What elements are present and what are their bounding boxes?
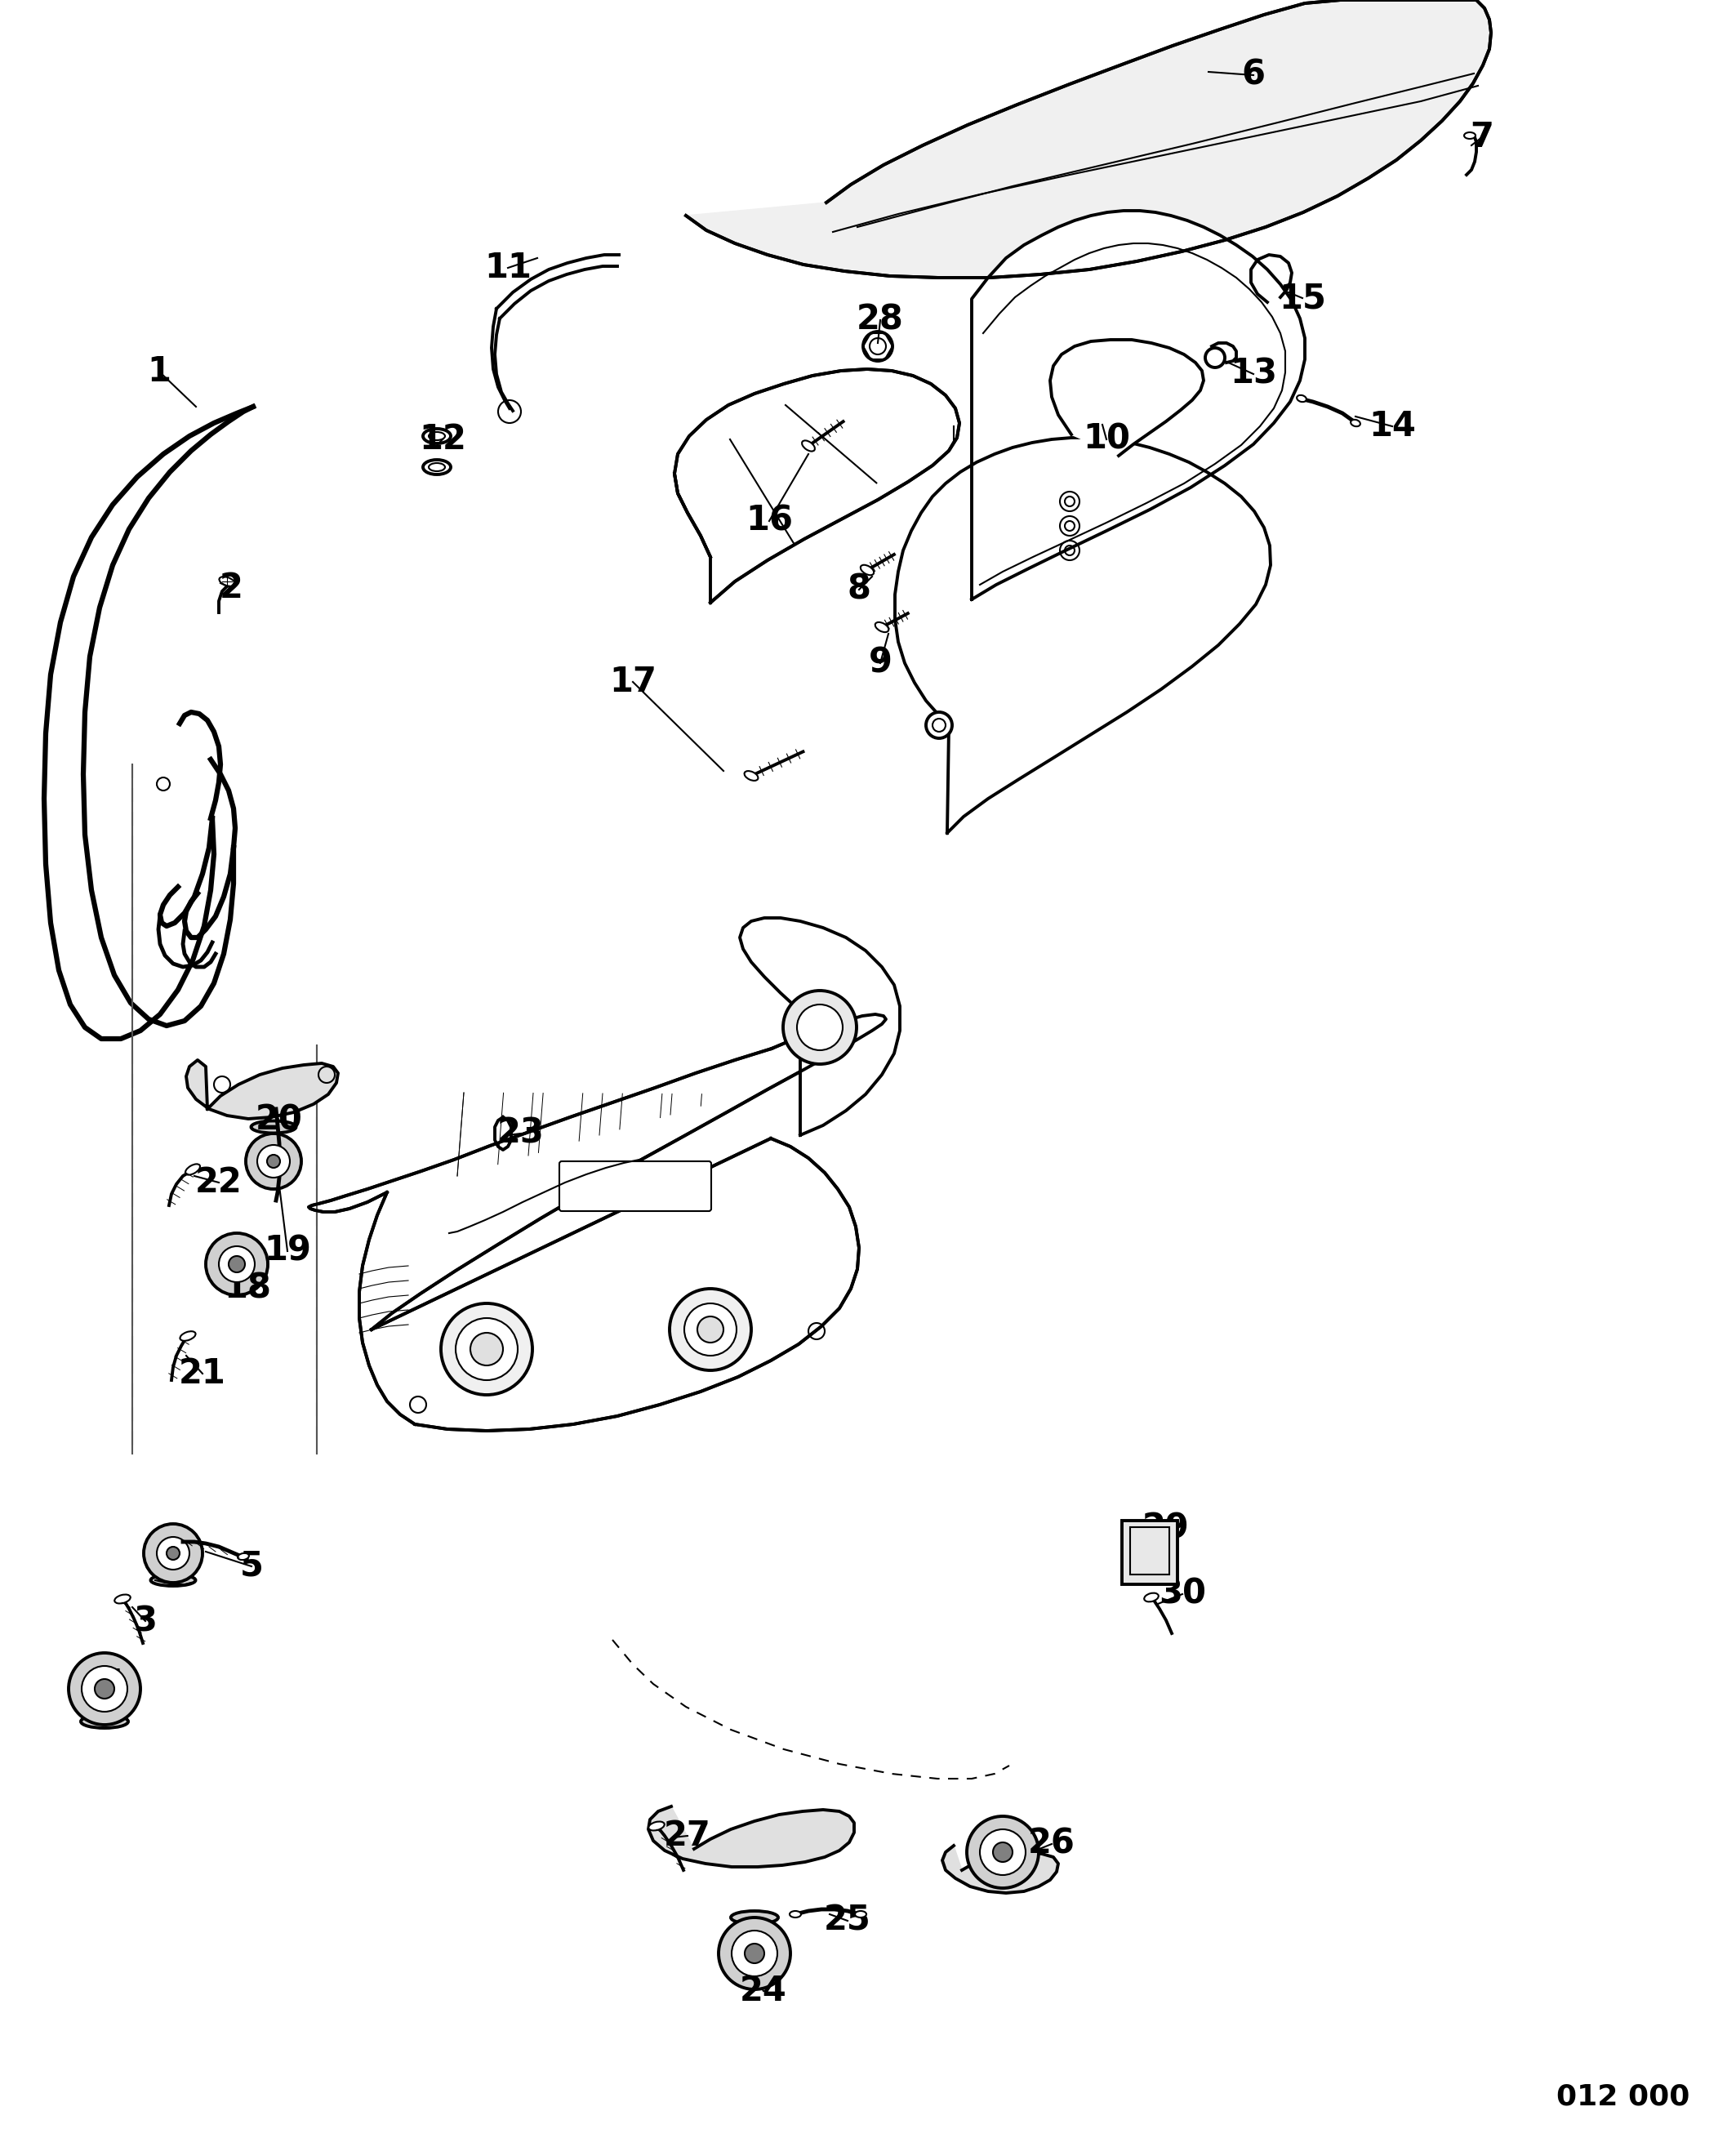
Polygon shape [740,917,899,1135]
Polygon shape [495,1118,510,1150]
Ellipse shape [854,1911,866,1918]
Text: 16: 16 [745,505,793,539]
Ellipse shape [861,564,873,575]
Text: 28: 28 [856,304,904,338]
Circle shape [69,1653,141,1725]
Polygon shape [675,370,960,603]
Text: 21: 21 [179,1355,226,1390]
Ellipse shape [875,622,889,633]
Ellipse shape [115,1595,130,1604]
Text: 27: 27 [663,1819,712,1854]
Ellipse shape [1144,1593,1158,1601]
Ellipse shape [731,1911,778,1924]
Circle shape [441,1304,533,1394]
Polygon shape [186,1060,339,1118]
Circle shape [863,331,892,361]
Ellipse shape [745,772,759,780]
Ellipse shape [186,1163,200,1176]
Circle shape [719,1918,790,1988]
Text: 26: 26 [1028,1826,1075,1862]
Polygon shape [309,1013,885,1430]
Ellipse shape [181,1332,196,1341]
Circle shape [229,1255,245,1272]
Ellipse shape [252,1120,297,1133]
Text: 6: 6 [1241,58,1266,92]
Circle shape [925,712,951,738]
Text: 29: 29 [1142,1512,1189,1546]
Circle shape [470,1332,503,1366]
Circle shape [95,1678,115,1698]
Text: 2: 2 [219,571,243,605]
Text: 14: 14 [1368,408,1417,443]
Polygon shape [896,438,1271,834]
Ellipse shape [802,440,814,451]
Text: 18: 18 [224,1272,271,1306]
Text: 15: 15 [1279,280,1326,314]
Ellipse shape [219,577,234,586]
Text: 23: 23 [496,1116,545,1150]
Circle shape [247,1133,302,1189]
Circle shape [979,1830,1026,1875]
Circle shape [267,1155,279,1167]
Circle shape [207,1234,267,1296]
Ellipse shape [238,1552,248,1561]
Polygon shape [943,1845,1059,1892]
Text: 20: 20 [255,1103,302,1137]
Polygon shape [648,1807,854,1866]
Polygon shape [686,0,1491,278]
Text: 12: 12 [418,421,467,458]
Ellipse shape [151,1574,196,1586]
Polygon shape [1050,340,1203,455]
Ellipse shape [1297,396,1307,402]
Circle shape [455,1319,517,1381]
Circle shape [156,1537,189,1569]
Circle shape [745,1943,764,1963]
Text: 22: 22 [194,1165,243,1199]
Text: 5: 5 [240,1550,264,1584]
Text: 7: 7 [1470,120,1495,154]
Circle shape [82,1666,127,1713]
FancyBboxPatch shape [1121,1520,1177,1584]
Ellipse shape [82,1715,128,1728]
Text: 13: 13 [1229,357,1278,391]
Circle shape [967,1817,1038,1888]
Circle shape [797,1005,842,1050]
Text: 17: 17 [609,665,656,699]
Text: 25: 25 [825,1903,871,1937]
Ellipse shape [424,430,451,443]
Text: 012 000: 012 000 [1557,2082,1691,2110]
Text: 30: 30 [1158,1578,1207,1612]
Ellipse shape [424,460,451,475]
Text: 10: 10 [1083,421,1130,458]
Text: 1: 1 [148,355,172,389]
Ellipse shape [790,1911,800,1918]
Text: 8: 8 [847,573,871,607]
Ellipse shape [649,1822,665,1830]
Circle shape [731,1931,778,1976]
Circle shape [993,1843,1012,1862]
Circle shape [783,990,856,1065]
Text: 4: 4 [101,1668,125,1702]
Text: 11: 11 [484,250,531,284]
Text: 9: 9 [868,646,892,680]
Polygon shape [675,370,960,603]
Circle shape [684,1304,736,1355]
Text: 19: 19 [264,1234,311,1268]
Circle shape [670,1289,752,1370]
Circle shape [219,1246,255,1283]
Text: 24: 24 [740,1973,786,2008]
Polygon shape [972,212,1305,599]
Circle shape [144,1524,203,1582]
Text: 3: 3 [134,1604,158,1638]
Circle shape [167,1546,179,1561]
Circle shape [698,1317,724,1343]
FancyBboxPatch shape [559,1161,712,1210]
Circle shape [257,1146,290,1178]
Ellipse shape [1351,419,1361,425]
Ellipse shape [1463,133,1476,139]
